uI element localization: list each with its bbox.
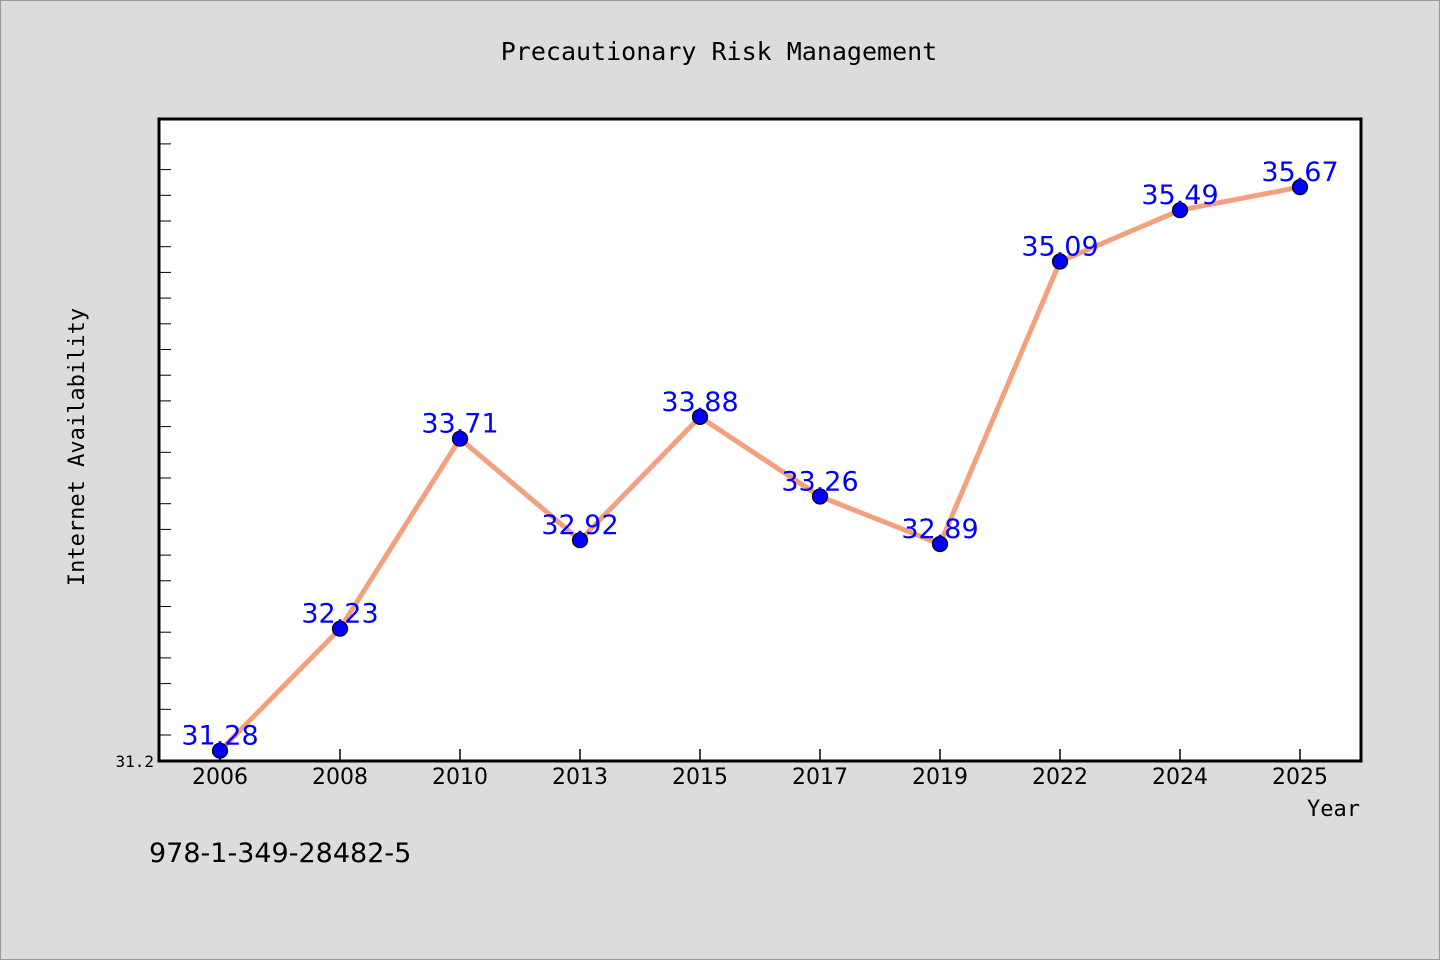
data-label: 31.28 bbox=[181, 721, 258, 752]
data-label: 32.89 bbox=[901, 514, 978, 545]
x-tick-label: 2017 bbox=[792, 765, 848, 790]
data-point bbox=[1051, 253, 1069, 270]
data-point bbox=[451, 430, 469, 447]
x-tick-label: 2019 bbox=[912, 765, 968, 790]
data-point bbox=[1291, 179, 1309, 196]
series-line bbox=[217, 184, 1303, 754]
x-tick-label: 2025 bbox=[1272, 765, 1328, 790]
x-axis-label: Year bbox=[1307, 797, 1360, 822]
data-markers bbox=[211, 179, 1309, 759]
x-tick-label: 2015 bbox=[672, 765, 728, 790]
data-labels: 31.28 32.23 33.71 32.92 33.88 33.26 32.89 35.09… bbox=[181, 157, 1338, 752]
x-tick-label: 2024 bbox=[1152, 765, 1208, 790]
plot-area bbox=[157, 117, 1363, 763]
x-tick-label: 2010 bbox=[432, 765, 488, 790]
data-point bbox=[331, 620, 349, 637]
data-label: 32.92 bbox=[541, 510, 618, 541]
data-label: 33.71 bbox=[421, 409, 498, 440]
chart-title: Precautionary Risk Management bbox=[501, 37, 938, 66]
data-point bbox=[931, 535, 949, 553]
data-label: 35.09 bbox=[1021, 232, 1098, 263]
x-tick-labels: 2006 2008 2010 2013 2015 2017 2019 2022 2024 2025 bbox=[192, 765, 1328, 790]
data-label: 33.26 bbox=[781, 467, 858, 498]
data-point bbox=[691, 408, 709, 425]
data-label: 35.49 bbox=[1141, 180, 1218, 211]
data-label: 32.23 bbox=[301, 599, 378, 630]
data-point bbox=[1171, 202, 1189, 219]
data-label: 35.67 bbox=[1261, 157, 1338, 188]
data-point bbox=[571, 532, 589, 549]
data-label: 33.88 bbox=[661, 387, 738, 418]
footer-id: 978-1-349-28482-5 bbox=[149, 838, 411, 869]
data-point bbox=[211, 742, 229, 759]
x-axis-ticks bbox=[219, 749, 1301, 761]
x-tick-label: 2008 bbox=[312, 765, 368, 790]
data-point bbox=[811, 488, 829, 505]
x-tick-label: 2022 bbox=[1032, 765, 1088, 790]
x-tick-label: 2006 bbox=[192, 765, 248, 790]
y-tick-label: 31.2 bbox=[115, 752, 154, 771]
x-tick-label: 2013 bbox=[552, 765, 608, 790]
y-axis-ticks bbox=[159, 143, 171, 736]
y-axis-label: Internet Availability bbox=[65, 308, 90, 586]
